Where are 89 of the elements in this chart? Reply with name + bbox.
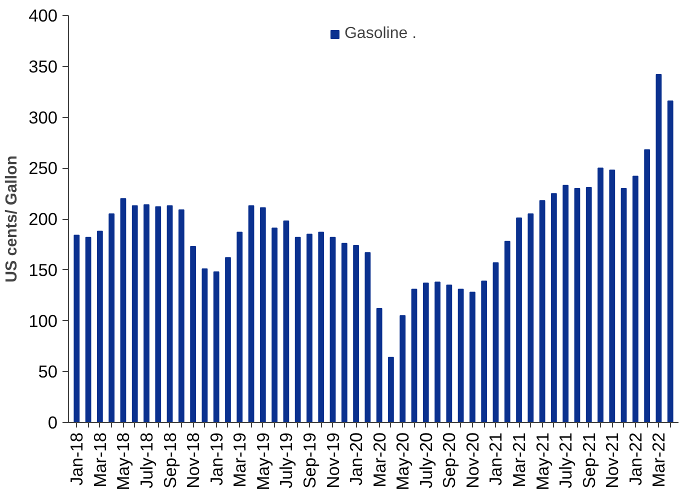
x-tick-label: May-21: [532, 432, 552, 490]
x-tick-label: Sep-19: [299, 432, 320, 488]
x-tick-label: Mar-21: [509, 432, 530, 488]
x-tick-label: Nov-21: [602, 432, 622, 488]
x-tick-label: Jan-22: [625, 432, 646, 486]
bar: [225, 257, 231, 422]
bar: [609, 170, 616, 422]
x-tick-label: July-18: [136, 432, 156, 488]
bar: [376, 308, 382, 422]
bar: [132, 205, 138, 422]
bar: [294, 236, 301, 422]
y-tick-label: 50: [38, 362, 58, 382]
bar: [96, 230, 103, 422]
bar: [492, 262, 499, 422]
x-tick-label: July-19: [276, 432, 296, 488]
bar: [539, 200, 546, 422]
bar: [260, 207, 266, 422]
x-tick-label: Nov-19: [322, 432, 343, 488]
x-tick-label: May-18: [113, 432, 134, 490]
bar: [248, 205, 254, 422]
bar: [144, 204, 150, 422]
x-tick-label: Jan-18: [66, 432, 87, 486]
bar: [202, 268, 208, 422]
bar: [190, 246, 196, 422]
bar: [516, 217, 522, 422]
bar: [562, 184, 569, 422]
y-tick-label: 350: [28, 56, 58, 76]
y-tick-label: 100: [28, 310, 58, 331]
x-tick-label: Jan-21: [486, 432, 506, 486]
bar: [108, 213, 115, 422]
bar: [85, 236, 92, 422]
x-tick-label: Sep-18: [160, 432, 180, 488]
bar: [620, 188, 627, 422]
bar: [632, 176, 638, 422]
y-tick-label: 0: [48, 412, 58, 432]
x-tick-label: Nov-18: [183, 432, 204, 488]
bar: [470, 292, 476, 422]
bar: [550, 193, 557, 422]
bar: [236, 232, 243, 422]
x-tick-label: May-19: [252, 432, 273, 490]
bar: [644, 149, 650, 422]
bar: [166, 205, 173, 422]
x-tick-label: Mar-22: [648, 432, 669, 488]
y-tick-label: 200: [28, 209, 58, 229]
bar: [528, 213, 534, 422]
bar: [318, 232, 324, 422]
legend-label: Gasoline .: [344, 25, 417, 43]
y-tick-label: 400: [28, 6, 58, 26]
x-tick-label: Sep-21: [578, 432, 599, 488]
bar: [458, 288, 464, 422]
bar: [574, 188, 580, 422]
x-tick-label: Mar-20: [369, 432, 390, 488]
bar: [178, 209, 184, 422]
bar: [504, 240, 510, 422]
bar: [598, 168, 604, 422]
bar: [481, 280, 488, 422]
bar: [213, 271, 220, 422]
bar: [306, 234, 312, 422]
y-axis-title: US cents/ Gallon: [4, 155, 21, 283]
bar: [364, 252, 371, 422]
y-tick-label: 150: [28, 260, 58, 280]
bar: [120, 198, 126, 422]
bar: [388, 356, 394, 422]
bar: [411, 288, 418, 422]
x-tick-label: July-21: [556, 432, 576, 488]
bar: [422, 282, 429, 422]
bar: [272, 228, 278, 422]
bar: [400, 315, 406, 422]
bar: [586, 186, 592, 422]
bar: [353, 244, 359, 422]
x-tick-label: Mar-19: [230, 432, 250, 488]
y-tick-label: 250: [28, 158, 58, 178]
x-tick-label: Sep-20: [439, 432, 460, 488]
bar: [74, 234, 80, 422]
bar: [667, 100, 674, 422]
bar: [330, 236, 336, 422]
bar: [656, 74, 662, 422]
x-tick-label: Jan-19: [206, 432, 226, 486]
x-tick-label: July-20: [416, 432, 436, 488]
bar: [155, 206, 162, 422]
x-tick-label: Mar-18: [90, 432, 110, 488]
bar: [446, 284, 452, 422]
bar: [341, 242, 348, 422]
x-tick-label: May-20: [392, 432, 413, 490]
bar: [434, 282, 440, 422]
x-tick-label: Jan-20: [346, 432, 366, 486]
y-tick-label: 300: [28, 107, 58, 128]
bar: [283, 220, 290, 422]
x-tick-label: Nov-20: [462, 432, 482, 488]
